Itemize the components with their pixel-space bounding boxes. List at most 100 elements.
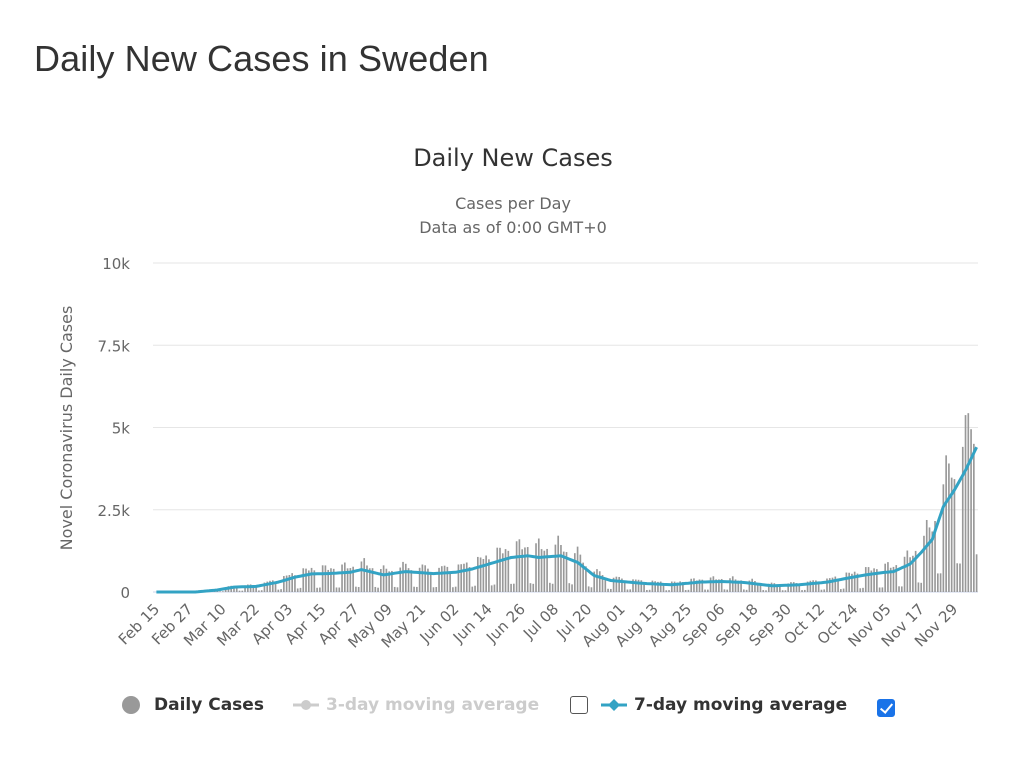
bar-daily-cases [302,568,305,592]
bar-daily-cases [233,586,235,592]
bar-daily-cases [812,580,814,592]
legend-item-daily-cases[interactable]: Daily Cases [120,690,264,720]
bar-daily-cases [266,581,269,592]
bar-daily-cases [864,567,867,592]
bar-daily-cases [490,585,493,592]
bar-daily-cases [851,573,853,592]
bar-daily-cases [720,578,723,592]
bar-daily-cases [396,587,399,592]
bar-daily-cases [277,589,280,592]
bar-daily-cases [823,589,826,592]
bar-daily-cases [704,589,706,592]
bar-daily-cases [842,588,845,592]
legend-label-daily-cases: Daily Cases [154,695,264,715]
bar-daily-cases [258,590,260,592]
bar-daily-cases [729,578,731,592]
bar-daily-cases [501,553,504,592]
bar-daily-cases [440,566,443,592]
bar-daily-cases [299,587,302,592]
bar-daily-cases [856,573,859,592]
bar-daily-cases [474,585,476,592]
bar-daily-cases [407,568,410,592]
bar-daily-cases [668,590,670,592]
bar-daily-cases [493,584,496,592]
bar-daily-cases [623,581,626,592]
chart-title: Daily New Cases [413,144,613,172]
bar-daily-cases [682,582,684,592]
bar-daily-cases [524,547,526,592]
bar-daily-cases [280,589,282,592]
bar-daily-cases [809,580,812,592]
bar-daily-cases [706,589,709,592]
legend-item-3day-ma[interactable]: 3-day moving average [292,690,539,720]
bar-daily-cases [754,581,756,592]
bar-daily-cases [432,587,435,592]
bar-daily-cases [557,535,560,592]
bar-daily-cases [967,413,970,592]
y-tick-label: 7.5k [97,337,130,355]
bar-daily-cases [867,567,870,592]
bar-daily-cases [853,571,856,592]
bar-daily-cases [917,582,920,592]
bar-daily-cases [587,586,590,592]
bar-daily-cases [912,555,914,592]
bar-daily-cases [330,568,332,592]
bar-daily-cases [504,549,507,592]
bar-daily-cases [643,582,645,592]
bar-daily-cases [319,587,321,592]
bar-daily-cases [404,563,407,592]
bar-daily-cases [723,589,726,592]
bar-daily-cases [402,561,404,592]
bar-daily-cases [499,547,501,592]
bar-daily-cases [862,587,864,592]
bar-daily-cases [615,576,618,592]
bar-daily-cases [936,573,939,592]
bar-daily-cases [374,586,377,592]
bar-daily-cases [698,579,701,592]
bar-daily-cases [939,573,942,592]
bar-daily-cases [601,575,604,592]
bar-daily-cases [779,584,781,592]
bar-daily-cases [427,568,429,592]
bar-daily-cases [551,583,554,592]
bar-daily-cases [828,578,831,592]
bar-daily-cases [518,539,521,592]
bar-daily-cases [274,581,277,592]
bar-daily-cases [554,544,557,592]
bar-daily-cases [593,571,596,592]
bar-daily-cases [676,582,679,592]
bar-daily-cases [795,583,798,592]
bar-daily-cases [806,581,809,592]
bar-daily-cases [670,581,673,592]
bar-daily-cases [549,582,551,592]
bar-daily-cases [970,429,972,592]
bar-daily-cases [310,567,313,592]
bar-daily-cases [612,577,615,592]
bar-daily-cases [831,577,834,592]
legend-item-7day-ma[interactable]: 7-day moving average [600,690,847,720]
bar-daily-cases [903,556,906,592]
bar-daily-cases [840,589,842,592]
bar-daily-cases [773,583,776,592]
bar-daily-cases [391,570,393,592]
bar-daily-cases [368,568,371,592]
bar-daily-cases [964,415,967,592]
bar-daily-cases [787,583,790,592]
bar-daily-cases [219,591,221,592]
bar-daily-cases [382,565,385,592]
bar-daily-cases [845,572,848,592]
bar-daily-cases [743,589,745,592]
bar-daily-cases [343,562,346,592]
bar-daily-cases [709,577,712,592]
bar-daily-cases [715,579,717,592]
bar-daily-cases [920,582,923,592]
bar-daily-cases [377,587,379,592]
bar-daily-cases [596,569,598,592]
checkbox-3day-ma[interactable] [570,696,588,714]
checkbox-7day-ma[interactable] [877,699,895,717]
bar-daily-cases [463,563,465,592]
bar-daily-cases [659,581,662,592]
bar-daily-cases [479,557,482,592]
x-tick-label: Jul 08 [519,600,562,643]
